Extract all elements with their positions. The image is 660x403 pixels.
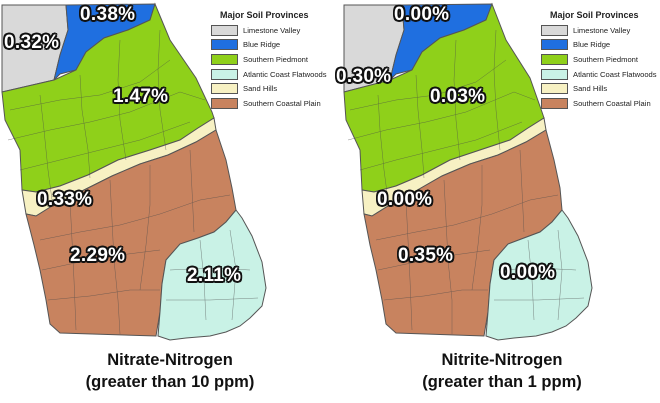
region-atlantic-coast-flatwoods (485, 209, 593, 341)
value-sand-hills: 0.33% (37, 189, 93, 210)
legend-swatch (541, 53, 568, 65)
value-southern-coastal-plain: 2.29% (70, 245, 126, 266)
legend-item-limestone-valley: Limestone Valley (541, 23, 659, 38)
map-caption: Nitrate-Nitrogen (greater than 10 ppm) (20, 349, 320, 393)
georgia-soil-map (1, 2, 267, 341)
value-atlantic-coast-flatwoods: 0.00% (500, 262, 556, 283)
legend-swatch (211, 83, 238, 95)
legend-swatch (541, 83, 568, 95)
legend-item-southern-coastal-plain: Southern Coastal Plain (211, 96, 329, 111)
value-limestone-valley: 0.32% (4, 32, 60, 53)
legend-swatch (541, 39, 568, 51)
legend-swatch (211, 68, 238, 80)
legend-item-atlantic-coast-flatwoods: Atlantic Coast Flatwoods (211, 67, 329, 82)
value-blue-ridge: 0.00% (394, 4, 450, 25)
legend-label: Southern Piedmont (243, 54, 309, 64)
legend-label: Atlantic Coast Flatwoods (573, 69, 657, 79)
value-southern-coastal-plain: 0.35% (398, 245, 454, 266)
legend-label: Limestone Valley (243, 25, 301, 35)
region-atlantic-coast-flatwoods (157, 209, 267, 341)
soil-legend: Major Soil Provinces Limestone Valley Bl… (541, 10, 659, 111)
legend-label: Sand Hills (573, 84, 608, 94)
legend-item-southern-piedmont: Southern Piedmont (541, 52, 659, 67)
value-limestone-valley: 0.30% (336, 66, 392, 87)
legend-title: Major Soil Provinces (550, 10, 639, 20)
map-caption: Nitrite-Nitrogen (greater than 1 ppm) (352, 349, 652, 393)
legend-label: Atlantic Coast Flatwoods (243, 69, 327, 79)
legend-item-southern-piedmont: Southern Piedmont (211, 52, 329, 67)
nitrate-map-panel: Major Soil Provinces Limestone Valley Bl… (1, 2, 329, 393)
legend-item-sand-hills: Sand Hills (541, 81, 659, 96)
soil-legend: Major Soil Provinces Limestone Valley Bl… (211, 10, 329, 111)
legend-label: Blue Ridge (573, 40, 611, 50)
value-blue-ridge: 0.38% (80, 4, 136, 25)
value-sand-hills: 0.00% (377, 189, 433, 210)
legend-swatch (211, 97, 238, 109)
legend-swatch (211, 39, 238, 51)
caption-subtitle: (greater than 1 ppm) (422, 373, 582, 391)
legend-item-southern-coastal-plain: Southern Coastal Plain (541, 96, 659, 111)
legend-title: Major Soil Provinces (220, 10, 309, 20)
legend-label: Southern Piedmont (573, 54, 639, 64)
legend-swatch (541, 24, 568, 36)
caption-subtitle: (greater than 10 ppm) (85, 373, 255, 391)
legend-label: Sand Hills (243, 84, 278, 94)
georgia-soil-map (343, 2, 593, 341)
caption-title: Nitrate-Nitrogen (107, 351, 233, 369)
legend-swatch (541, 97, 568, 109)
value-southern-piedmont: 0.03% (430, 86, 486, 107)
legend-swatch (211, 53, 238, 65)
legend-item-limestone-valley: Limestone Valley (211, 23, 329, 38)
legend-item-blue-ridge: Blue Ridge (541, 38, 659, 53)
legend-swatch (541, 68, 568, 80)
nitrite-map-panel: Major Soil Provinces Limestone Valley Bl… (330, 0, 660, 403)
value-southern-piedmont: 1.47% (113, 86, 169, 107)
value-atlantic-coast-flatwoods: 2.11% (187, 265, 242, 286)
legend-label: Southern Coastal Plain (573, 98, 651, 108)
legend-item-sand-hills: Sand Hills (211, 81, 329, 96)
legend-item-blue-ridge: Blue Ridge (211, 38, 329, 53)
legend-item-atlantic-coast-flatwoods: Atlantic Coast Flatwoods (541, 67, 659, 82)
legend-label: Southern Coastal Plain (243, 98, 321, 108)
caption-title: Nitrite-Nitrogen (441, 351, 563, 369)
legend-swatch (211, 24, 238, 36)
legend-label: Blue Ridge (243, 40, 281, 50)
legend-label: Limestone Valley (573, 25, 631, 35)
